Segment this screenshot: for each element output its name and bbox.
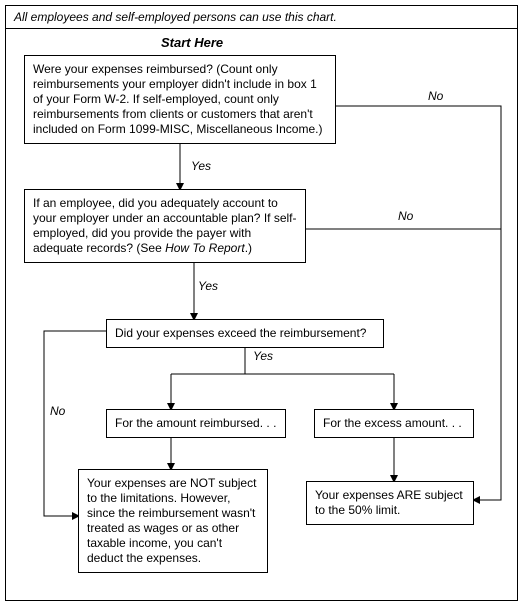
result-are-subject-text: Your expenses ARE subject to the 50% lim… <box>315 488 463 517</box>
label-q3-no: No <box>50 404 65 418</box>
question-exceed-text: Did your expenses exceed the reimburseme… <box>115 326 366 340</box>
question-reimbursed-text: Were your expenses reimbursed? (Count on… <box>33 62 322 136</box>
label-q1-yes: Yes <box>191 159 211 173</box>
start-here-label: Start Here <box>161 35 223 50</box>
result-not-subject: Your expenses are NOT subject to the lim… <box>78 469 268 573</box>
connector-q1-no-right <box>336 106 501 500</box>
branch-for-excess-text: For the excess amount. . . <box>323 416 462 430</box>
flowchart-canvas: Start Here Were your expenses reimbursed… <box>6 29 519 600</box>
question-accountable-text-after: .) <box>245 241 252 255</box>
label-q3-yes: Yes <box>253 349 273 363</box>
result-are-subject: Your expenses ARE subject to the 50% lim… <box>306 481 474 525</box>
label-q2-yes: Yes <box>198 279 218 293</box>
branch-for-excess: For the excess amount. . . <box>314 409 474 438</box>
flowchart-container: All employees and self-employed persons … <box>5 5 518 601</box>
question-reimbursed: Were your expenses reimbursed? (Count on… <box>24 55 336 144</box>
label-q1-no: No <box>428 89 443 103</box>
question-exceed-reimbursement: Did your expenses exceed the reimburseme… <box>106 319 384 348</box>
branch-for-reimbursed-text: For the amount reimbursed. . . <box>115 416 276 430</box>
branch-for-reimbursed: For the amount reimbursed. . . <box>106 409 286 438</box>
header-text: All employees and self-employed persons … <box>14 10 337 24</box>
chart-header: All employees and self-employed persons … <box>6 6 517 29</box>
question-accountable-plan: If an employee, did you adequately accou… <box>24 189 306 263</box>
label-q2-no: No <box>398 209 413 223</box>
how-to-report-ref: How To Report <box>165 241 245 255</box>
result-not-subject-text: Your expenses are NOT subject to the lim… <box>87 476 256 565</box>
